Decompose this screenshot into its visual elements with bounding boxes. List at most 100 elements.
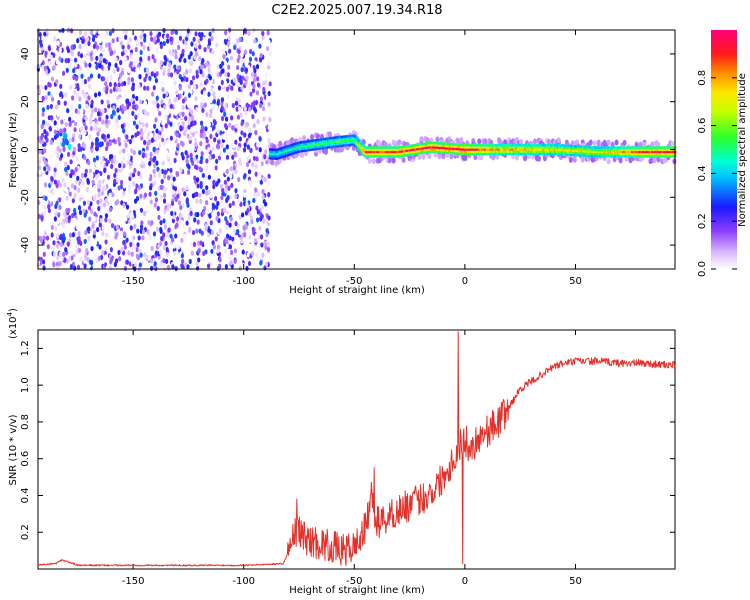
noise-cell — [248, 224, 252, 231]
noise-cell — [220, 60, 225, 67]
noise-cell — [172, 136, 176, 142]
x-tick-label: -100 — [232, 276, 255, 287]
noise-cell — [132, 149, 136, 156]
noise-cell — [120, 103, 125, 110]
noise-cell — [113, 172, 117, 179]
noise-cell — [183, 233, 187, 239]
noise-cell — [97, 73, 101, 79]
noise-cell — [197, 240, 201, 246]
noise-cell — [242, 58, 247, 64]
noise-cell — [136, 228, 140, 234]
noise-cell — [118, 162, 122, 169]
noise-cell — [256, 119, 260, 125]
noise-cell — [162, 257, 166, 264]
noise-cell — [208, 126, 213, 133]
noise-cell — [56, 111, 60, 117]
noise-cell — [143, 127, 147, 134]
noise-cell — [238, 36, 242, 43]
noise-cell — [201, 72, 205, 78]
noise-cell — [111, 28, 115, 34]
noise-cell — [99, 155, 103, 162]
noise-cell — [253, 60, 257, 66]
halo-cell — [435, 136, 440, 143]
noise-cell — [246, 156, 250, 162]
noise-cell — [98, 244, 102, 250]
noise-cell — [161, 86, 165, 93]
noise-cell — [255, 90, 260, 96]
noise-cell — [125, 259, 129, 265]
noise-cell — [109, 247, 113, 253]
noise-cell — [40, 139, 45, 145]
noise-cell — [41, 35, 45, 41]
noise-cell — [66, 57, 71, 64]
noise-cell — [230, 249, 234, 256]
noise-cell — [68, 232, 73, 238]
noise-cell — [209, 108, 213, 114]
noise-cell — [240, 121, 244, 127]
noise-cell — [189, 51, 193, 57]
noise-cell — [162, 93, 166, 99]
noise-cell — [229, 216, 233, 222]
noise-cell — [174, 233, 178, 239]
noise-cell — [74, 76, 79, 82]
noise-cell — [237, 49, 241, 55]
noise-cell — [68, 116, 72, 122]
noise-cell — [178, 188, 182, 194]
noise-cell — [215, 42, 219, 48]
noise-cell — [56, 219, 60, 225]
noise-cell — [207, 121, 211, 128]
y-tick-label: 0 — [20, 146, 31, 152]
noise-cell — [262, 116, 266, 122]
noise-cell — [265, 45, 270, 52]
noise-cell — [242, 147, 247, 153]
noise-cell — [188, 227, 192, 233]
noise-cell — [76, 82, 80, 89]
noise-cell — [169, 173, 173, 179]
noise-cell — [180, 253, 184, 259]
noise-cell — [223, 80, 228, 86]
noise-cell — [190, 115, 195, 121]
noise-cell — [216, 200, 220, 206]
noise-cell — [224, 30, 228, 36]
noise-cell — [171, 170, 176, 176]
halo-cell — [391, 157, 396, 164]
noise-cell — [199, 35, 203, 41]
noise-cell — [145, 206, 150, 212]
noise-cell — [163, 224, 168, 230]
noise-cell — [113, 154, 117, 160]
noise-cell — [226, 207, 230, 213]
noise-cell — [186, 264, 190, 270]
noise-cell — [106, 141, 110, 147]
noise-cell — [164, 114, 168, 120]
noise-cell — [67, 207, 71, 213]
noise-cell — [119, 227, 124, 233]
noise-cell — [150, 71, 154, 77]
noise-cell — [132, 161, 136, 167]
halo-cell — [656, 156, 661, 163]
noise-cell — [127, 110, 131, 116]
noise-cell — [89, 73, 94, 79]
noise-cell — [46, 244, 50, 250]
halo-cell — [672, 158, 677, 165]
x-tick-label: 0 — [462, 276, 468, 287]
noise-cell — [83, 238, 87, 245]
noise-cell — [80, 78, 85, 84]
noise-cell — [255, 156, 259, 162]
noise-cell — [256, 82, 261, 88]
noise-cell — [105, 232, 109, 238]
noise-cell — [69, 159, 73, 165]
noise-cell — [120, 51, 125, 57]
noise-cell — [201, 107, 205, 114]
noise-cell — [38, 213, 42, 220]
noise-cell — [199, 81, 203, 88]
noise-cell — [224, 216, 228, 222]
noise-cell — [217, 178, 221, 184]
noise-cell — [230, 85, 234, 91]
noise-cell — [90, 245, 94, 252]
halo-cell — [427, 153, 432, 160]
signal-cell — [67, 143, 72, 150]
noise-cell — [65, 195, 69, 201]
noise-cell — [191, 182, 196, 188]
noise-cell — [239, 260, 243, 267]
noise-cell — [52, 240, 56, 246]
